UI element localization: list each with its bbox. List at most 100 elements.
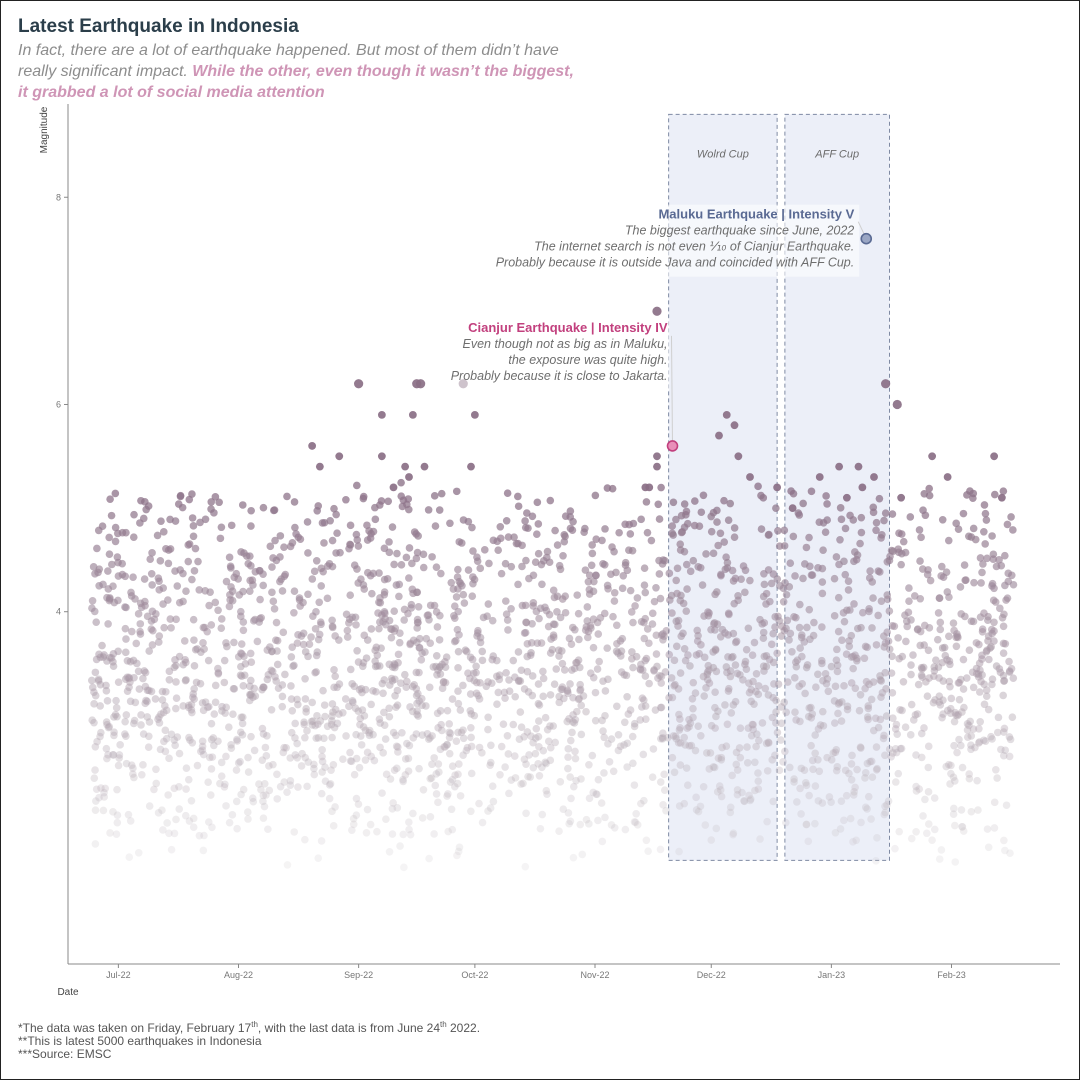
point <box>415 668 423 677</box>
point <box>699 491 708 500</box>
point <box>430 830 438 838</box>
point <box>976 717 985 726</box>
point <box>937 846 946 854</box>
point <box>391 624 400 633</box>
point <box>280 743 288 752</box>
point <box>703 668 712 676</box>
point <box>849 791 858 799</box>
point <box>726 499 735 508</box>
point <box>830 719 839 727</box>
point <box>830 612 839 620</box>
point <box>556 613 565 622</box>
point <box>433 623 442 631</box>
point <box>487 741 495 750</box>
point <box>977 677 985 686</box>
point <box>774 612 782 621</box>
point <box>730 421 739 430</box>
point <box>846 814 855 823</box>
point <box>250 746 259 755</box>
point <box>187 705 196 714</box>
point <box>604 675 612 684</box>
point <box>733 766 742 774</box>
annotation-line: The internet search is not even ⅒ of Cia… <box>534 240 854 254</box>
point <box>450 602 459 610</box>
point <box>872 526 880 535</box>
point <box>996 604 1004 613</box>
point <box>419 786 428 794</box>
point <box>129 573 137 581</box>
point <box>360 712 369 720</box>
point <box>544 737 553 746</box>
point <box>226 596 234 604</box>
point <box>868 578 877 586</box>
point <box>321 712 329 721</box>
point <box>222 802 230 810</box>
point <box>641 672 650 680</box>
point <box>422 634 431 643</box>
point <box>484 807 492 815</box>
point <box>748 651 757 660</box>
point <box>104 567 112 575</box>
point <box>417 694 426 703</box>
point <box>572 776 580 785</box>
point <box>521 523 530 532</box>
point <box>139 674 147 683</box>
point <box>811 782 820 790</box>
point <box>259 570 267 578</box>
point <box>220 678 229 687</box>
point <box>797 764 806 773</box>
point <box>325 781 334 789</box>
point <box>764 739 773 747</box>
point <box>648 609 657 618</box>
point <box>584 577 593 586</box>
point <box>392 742 401 751</box>
point <box>109 751 118 759</box>
point <box>731 574 740 583</box>
point <box>589 643 598 652</box>
point <box>125 673 133 682</box>
point <box>918 565 927 573</box>
point <box>916 594 925 603</box>
point <box>689 556 698 565</box>
point <box>566 773 574 781</box>
point <box>952 711 960 719</box>
point <box>414 602 423 611</box>
point <box>358 706 367 714</box>
point <box>764 531 773 539</box>
point <box>652 583 660 592</box>
point <box>240 671 249 680</box>
point <box>715 782 724 790</box>
point <box>531 734 540 742</box>
point <box>768 713 777 722</box>
point <box>511 673 519 682</box>
point <box>724 516 733 524</box>
point <box>951 708 960 717</box>
point <box>299 640 308 649</box>
point <box>588 751 597 760</box>
point <box>776 582 784 590</box>
point <box>581 524 589 533</box>
point <box>194 557 202 566</box>
point <box>247 506 255 515</box>
point <box>307 717 316 726</box>
point <box>137 711 145 719</box>
point <box>294 783 302 791</box>
point <box>94 677 103 685</box>
point <box>369 730 377 739</box>
point <box>534 520 543 528</box>
point <box>308 698 317 707</box>
point <box>827 798 835 806</box>
point <box>428 732 436 740</box>
point <box>486 804 495 812</box>
point <box>110 713 118 721</box>
point <box>244 559 253 568</box>
point <box>189 615 198 624</box>
point <box>472 678 481 687</box>
point <box>714 707 722 716</box>
point <box>451 771 459 779</box>
point <box>270 605 279 613</box>
point <box>207 719 216 728</box>
point <box>164 791 172 799</box>
point <box>123 657 132 665</box>
point <box>650 666 658 674</box>
